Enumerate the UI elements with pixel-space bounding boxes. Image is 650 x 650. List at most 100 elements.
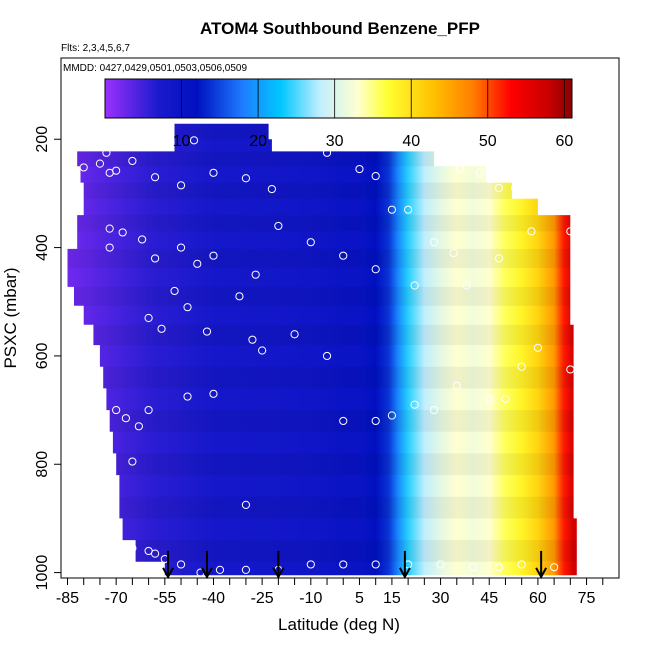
sample-point [410,400,419,409]
sample-point [118,228,127,237]
sample-point [517,362,526,371]
profile-arrow [399,550,411,579]
sample-point [112,166,121,175]
x-axis: -85 -70 -55 -40 -25 -10 5 15 30 45 60 75 [56,578,604,607]
sample-point [79,163,88,172]
sample-point [144,313,153,323]
profile-arrow [162,550,174,579]
colorbar-tick-label: 20 [249,133,267,150]
y-axis: 200 400 600 800 1000 [34,126,61,591]
colorbar-tick-label: 30 [326,133,344,150]
sample-point [209,251,218,260]
field-band [67,453,577,476]
sample-point [176,181,186,190]
sample-point [202,327,212,336]
sample-point [339,416,348,426]
field-band [67,410,577,432]
sample-point [485,395,494,404]
profile-arrow [272,550,285,579]
field-band [67,151,577,167]
chart-title: ATOM4 Southbound Benzene_PFP [200,19,480,38]
field-band [67,286,577,306]
sample-point [241,500,251,509]
sample-point [274,221,283,231]
sample-point [566,365,575,374]
sample-point [494,183,504,193]
sample-point [183,303,192,312]
colorbar-tick-label: 10 [173,133,191,150]
x-tick-label: -25 [251,590,274,607]
sample-point [494,254,504,263]
sample-point [112,405,121,415]
sample-point [501,395,510,404]
y-tick-label: 200 [34,126,51,153]
sample-point [339,251,348,260]
y-tick-label: 800 [34,451,51,478]
sample-point [517,560,526,569]
sample-point [371,171,380,181]
sample-point [371,265,380,274]
colorbar-fill [104,78,573,119]
sample-point [170,286,179,296]
sample-point [189,136,199,145]
profile-arrow [535,550,548,579]
x-tick-label: 15 [383,590,401,607]
sample-point [436,560,445,569]
field-band [67,540,577,562]
dates-label: MMDD: 0427,0429,0501,0503,0506,0509 [63,63,247,74]
sample-point [157,324,166,333]
sample-point [371,560,380,569]
sample-point [533,343,542,352]
sample-point [193,259,202,268]
x-tick-label: 45 [480,590,498,607]
colorbar-tick-label: 60 [555,133,573,150]
x-tick-label: 75 [578,590,596,607]
sample-point [511,183,520,193]
sample-point [128,544,137,553]
profile-arrows [162,550,548,579]
sample-point [429,405,439,415]
sample-point [128,457,137,466]
sample-point [121,414,130,423]
colorbar-tick-label: 40 [402,133,420,150]
sample-point [258,346,267,355]
sample-point [468,563,478,572]
sample-point [176,243,186,252]
field-band [67,496,577,519]
sample-point [306,560,315,569]
field-band [67,182,577,199]
x-axis-label: Latitude (deg N) [278,615,400,634]
sample-point [102,148,111,157]
colorbar: 10 20 30 40 50 60 [104,78,573,150]
sample-point [73,322,82,331]
field-band [67,366,577,389]
sample-point [267,184,276,194]
y-tick-label: 600 [34,342,51,369]
sample-point [209,168,218,177]
sample-point [449,248,458,258]
concentration-field [67,123,577,576]
sample-point [105,243,114,252]
sample-point [387,205,397,214]
sample-point [527,227,536,236]
sample-point [150,549,160,558]
sample-point [215,565,225,574]
sample-point [251,270,260,279]
sample-point [550,563,559,572]
sample-point [235,292,244,301]
sample-point [150,173,160,182]
sample-point [322,148,332,157]
x-tick-label: -40 [202,590,225,607]
sample-point [209,389,218,398]
sample-point [494,563,504,572]
sample-point [582,563,591,572]
sample-point [371,416,380,426]
flights-label: Flts: 2,3,4,5,6,7 [61,43,130,54]
sample-point [183,392,192,401]
sample-point [404,205,413,214]
y-tick-label: 1000 [34,555,51,591]
sample-point [410,281,419,290]
sample-point [306,238,315,247]
sample-point [241,174,251,183]
